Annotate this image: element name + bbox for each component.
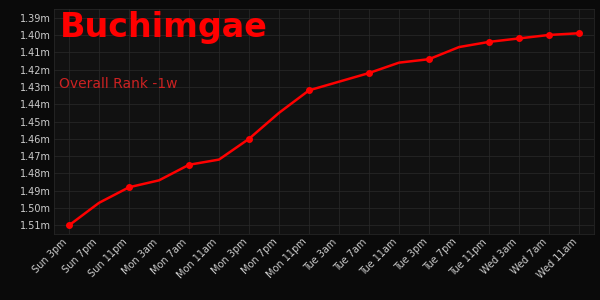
Point <box>64 223 74 228</box>
Point <box>124 185 134 190</box>
Point <box>244 136 254 141</box>
Point <box>184 162 194 167</box>
Point <box>364 70 374 75</box>
Text: Buchimgae: Buchimgae <box>59 11 267 44</box>
Point <box>544 33 554 38</box>
Text: Overall Rank -1w: Overall Rank -1w <box>59 76 178 91</box>
Point <box>514 36 524 41</box>
Point <box>424 57 434 62</box>
Point <box>574 31 584 36</box>
Point <box>484 40 494 44</box>
Point <box>304 88 314 93</box>
